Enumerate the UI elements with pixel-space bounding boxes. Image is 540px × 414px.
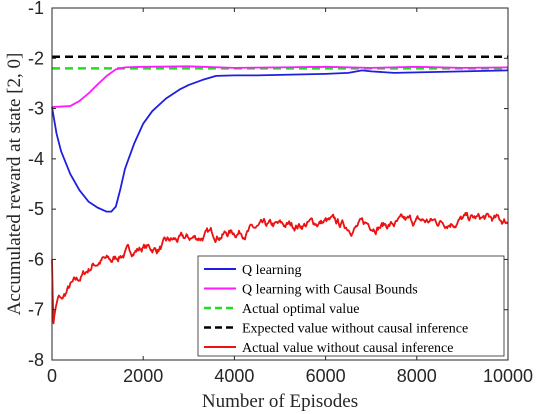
y-tick-label: -5: [28, 199, 44, 219]
y-tick-label: -2: [28, 48, 44, 68]
legend: Q learning Q learning with Causal Bounds A…: [197, 255, 505, 357]
x-tick-label: 2000: [123, 366, 163, 386]
series-line: [51, 65, 509, 108]
legend-label: Actual value without causal inference: [242, 341, 453, 356]
y-tick-label: -1: [28, 0, 44, 18]
legend-label: Q learning: [242, 263, 301, 278]
y-tick-label: -7: [28, 300, 44, 320]
x-tick-label: 4000: [214, 366, 254, 386]
y-tick-label: -8: [28, 350, 44, 370]
legend-label: Expected value without causal inference: [242, 322, 468, 337]
legend-label: Actual optimal value: [242, 302, 359, 317]
x-tick-label: 10000: [483, 366, 533, 386]
series-layer: [51, 55, 509, 325]
legend-box: [197, 255, 505, 357]
y-axis-label: Accumulated reward at state [2, 0]: [4, 53, 25, 316]
x-axis-label: Number of Episodes: [202, 391, 358, 412]
series-line: [51, 69, 509, 213]
legend-label: Q learning with Causal Bounds: [242, 283, 418, 298]
x-tick-label: 0: [47, 366, 57, 386]
series-line: [51, 211, 509, 325]
axes-box: [51, 7, 509, 361]
y-tick-label: -3: [28, 99, 44, 119]
x-tick-label: 8000: [397, 366, 437, 386]
y-tick-label: -6: [28, 249, 44, 269]
ticks-layer: 0 2000 4000 6000 8000 10000 -1 -2 -3 -4 -5 -6 -7 -8: [28, 0, 533, 386]
y-tick-label: -4: [28, 149, 44, 169]
x-tick-label: 6000: [306, 366, 346, 386]
